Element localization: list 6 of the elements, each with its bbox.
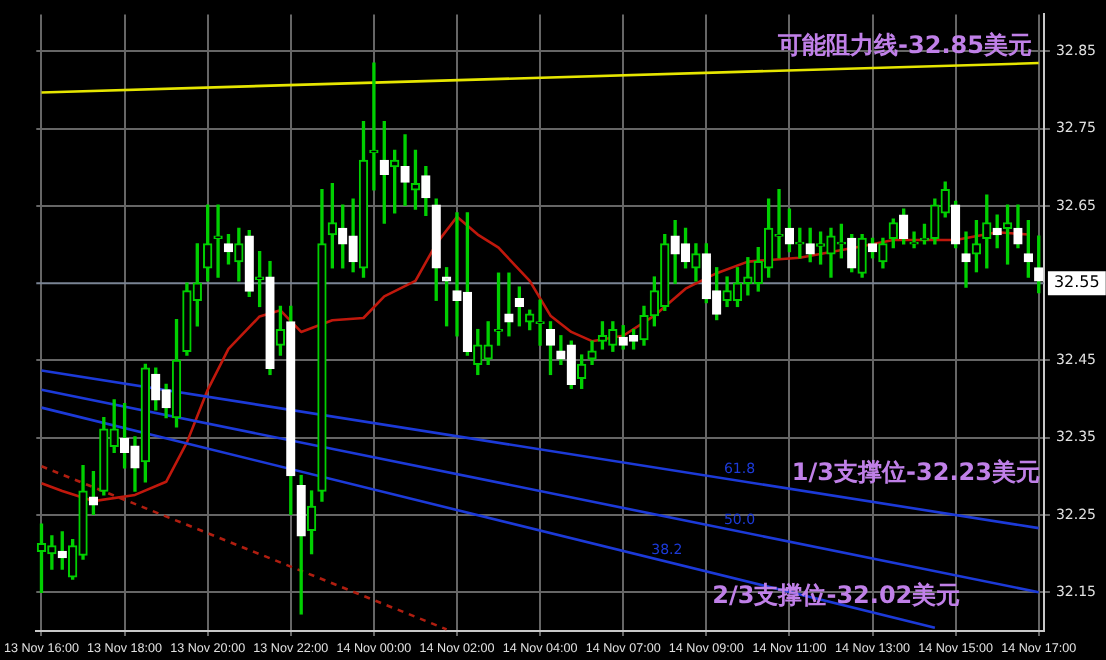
ref-line-label: 32.55 (1053, 273, 1100, 292)
candlestick (909, 231, 919, 249)
candlestick (504, 272, 514, 337)
annotation: 可能阻力线-32.85美元 (776, 30, 1032, 59)
candlestick (961, 231, 971, 288)
annotation: 1/3支撑位-32.23美元 (791, 457, 1040, 486)
